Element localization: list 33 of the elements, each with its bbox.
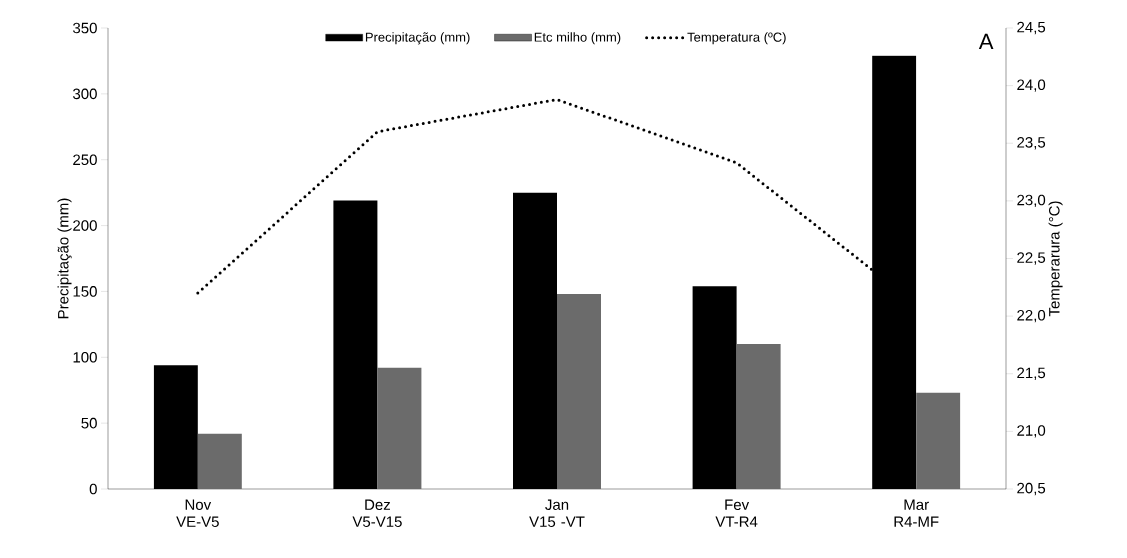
y-tick-label: 100: [73, 351, 97, 363]
y2-tick-label: 21,0: [1017, 425, 1046, 438]
y2-tick-label: 24,0: [1017, 79, 1046, 92]
y2-tick-label: 24,5: [1017, 21, 1046, 35]
y-tick-label: 350: [73, 22, 97, 34]
y-tick-label: 200: [73, 220, 97, 231]
y-tick-label: 50: [81, 417, 97, 429]
x-tick-label: Dez V5-V15: [352, 499, 402, 527]
y2-tick-label: 22,5: [1017, 252, 1046, 265]
legend-label: Etc milho (mm): [534, 32, 621, 45]
y-tick-label: 300: [73, 88, 97, 100]
y-tick-label: 150: [73, 286, 97, 297]
y-axis-title: Precipitação (mm): [57, 198, 72, 319]
x-tick-label: Fev VT-R4: [715, 499, 758, 527]
bar: [377, 367, 422, 489]
x-tick-label: Jan V15 -VT: [529, 499, 585, 527]
y2-tick-label: 21,5: [1017, 367, 1046, 380]
legend-label: Temperatura (ºC): [687, 32, 786, 45]
y2-tick-label: 22,0: [1017, 309, 1046, 323]
annotation: A: [978, 33, 994, 49]
y2-tick-label: 23,5: [1017, 137, 1046, 150]
y-tick-label: 250: [73, 154, 97, 166]
y-tick-label: 0: [89, 483, 97, 495]
y2-tick-label: 20,5: [1017, 482, 1046, 496]
x-tick-label: Mar R4-MF: [894, 499, 939, 527]
y2-axis-title: Temperarura (°C): [1048, 201, 1063, 317]
bar: [736, 344, 781, 489]
bar: [557, 294, 601, 489]
y2-tick-label: 23,0: [1017, 194, 1046, 208]
legend-label: Precipitação (mm): [365, 32, 470, 45]
bar: [916, 392, 961, 489]
bar: [197, 433, 242, 489]
x-tick-label: Nov VE-V5: [176, 499, 219, 527]
